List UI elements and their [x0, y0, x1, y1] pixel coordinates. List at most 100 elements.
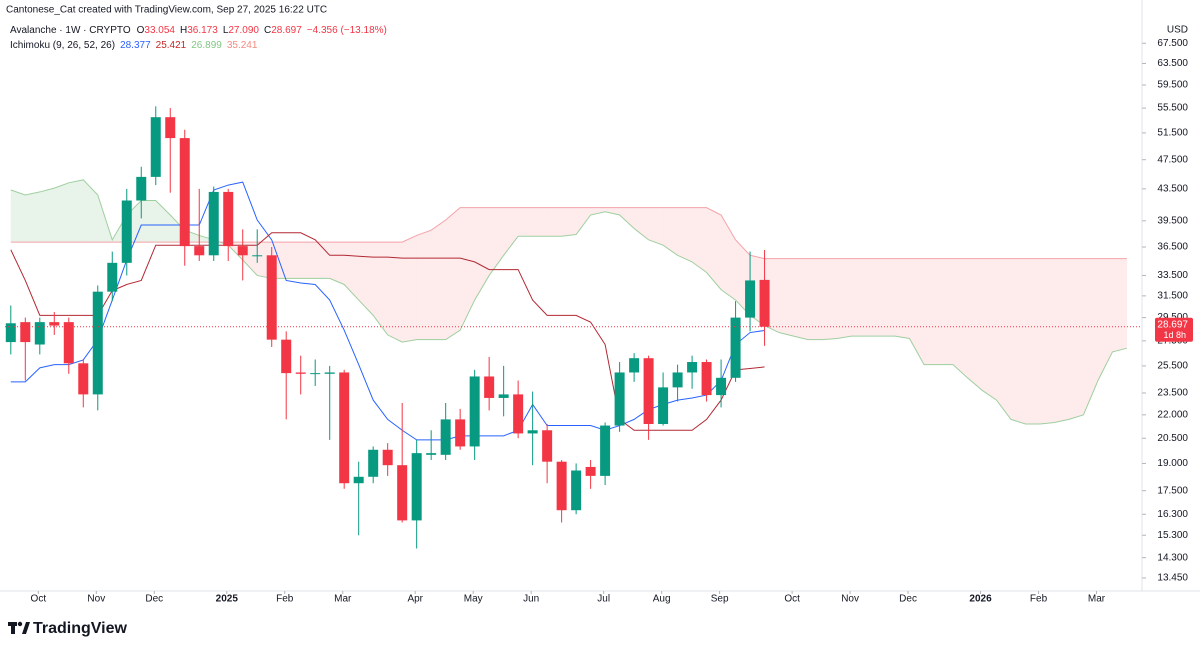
y-tick-label: 13.450 — [1157, 573, 1188, 584]
x-tick-label: Feb — [1030, 594, 1048, 605]
change: −4.356 (−13.18%) — [307, 25, 387, 36]
x-tick-label: Jun — [523, 594, 539, 605]
plot-area — [5, 106, 1128, 549]
last-price-label: 28.697 — [1157, 319, 1188, 330]
cloud-segment — [822, 258, 838, 340]
symbol-legend: Avalanche · 1W · CRYPTO O33.054 H36.173 L27… — [10, 25, 387, 36]
candle-body — [266, 255, 277, 340]
x-tick-label: 2026 — [969, 594, 992, 605]
cloud-segment — [1083, 258, 1098, 415]
last-price-box — [1155, 317, 1193, 342]
cloud-segment — [286, 242, 301, 279]
logo-part — [22, 622, 30, 634]
cloud-segment — [1097, 258, 1113, 381]
cloud-segment — [460, 207, 475, 331]
cloud-segment — [547, 207, 562, 237]
y-tick-label: 36.500 — [1157, 242, 1188, 253]
x-tick-label: Apr — [407, 594, 423, 605]
logo-part — [11, 622, 15, 634]
cloud-segment — [503, 207, 519, 256]
candle-body — [150, 117, 161, 177]
y-tick-label: 20.500 — [1157, 433, 1188, 444]
candle-body — [484, 376, 495, 398]
y-tick-label: 16.300 — [1157, 509, 1188, 520]
y-tick-label: 39.500 — [1157, 215, 1188, 226]
candle-body — [324, 372, 335, 374]
cloud-segment — [909, 258, 925, 365]
y-tick-label: 25.500 — [1157, 361, 1188, 372]
candle-body — [92, 291, 103, 395]
y-tick-label: 17.500 — [1157, 485, 1188, 496]
cloud-segment — [779, 258, 794, 337]
candle-body — [281, 339, 292, 374]
cloud-segment — [54, 182, 69, 243]
ohlc-value: 36.173 — [187, 25, 218, 36]
cloud-segment — [619, 207, 635, 229]
x-tick-label: May — [464, 594, 483, 605]
y-tick-label: 43.500 — [1157, 184, 1188, 195]
candle-body — [759, 279, 770, 327]
y-tick-label: 22.000 — [1157, 409, 1188, 420]
cloud-segment — [793, 258, 809, 340]
cloud-segment — [402, 235, 417, 343]
x-tick-label: Sep — [711, 594, 729, 605]
candle-body — [382, 449, 393, 466]
candle-body — [585, 466, 596, 476]
cloud-segment — [68, 179, 84, 243]
y-tick-label: 14.300 — [1157, 552, 1188, 563]
candle-body — [556, 461, 567, 511]
cloud-segment — [706, 207, 722, 290]
cloud-segment — [634, 207, 649, 240]
y-tick-label: 67.500 — [1157, 38, 1188, 49]
cloud-segment — [938, 258, 954, 365]
y-tick-label: 47.500 — [1157, 154, 1188, 165]
x-tick-label: Dec — [899, 594, 917, 605]
ohlc-key: O — [137, 25, 145, 36]
currency: USD — [1167, 25, 1188, 36]
y-tick-label: 19.000 — [1157, 458, 1188, 469]
cloud-segment — [981, 258, 997, 401]
span-a-line — [10, 179, 1128, 425]
x-tick-label: Mar — [1088, 594, 1106, 605]
candle-body — [165, 117, 176, 139]
cloud-segment — [605, 207, 620, 216]
candle-body — [527, 430, 538, 434]
cloud-segment — [895, 258, 910, 339]
indicator-name: Ichimoku (9, 26, 52, 26) — [10, 40, 115, 51]
indicator-line — [10, 181, 765, 441]
candle-body — [629, 358, 640, 373]
candle-body — [643, 358, 654, 425]
candle-body — [223, 191, 234, 247]
indicator-legend: Ichimoku (9, 26, 52, 26) 28.377 25.421 26.8… — [10, 40, 258, 51]
candle-body — [208, 191, 219, 256]
cloud-segment — [300, 242, 316, 279]
indicator-value: 35.241 — [227, 40, 258, 51]
cloud-segment — [10, 190, 26, 243]
candle-body — [571, 470, 582, 511]
cloud-segment — [25, 191, 40, 243]
cloud-segment — [866, 258, 881, 337]
x-tick-label: Jul — [597, 594, 610, 605]
candle-body — [368, 449, 379, 477]
candle-body — [542, 430, 553, 462]
cloud-segment — [474, 207, 490, 301]
cloud-segment — [953, 258, 968, 378]
candle-body — [440, 419, 451, 455]
candle-body — [295, 372, 306, 374]
cloud-segment — [561, 207, 577, 237]
cloud-segment — [851, 258, 867, 337]
x-tick-label: Mar — [334, 594, 352, 605]
candle-body — [310, 373, 321, 375]
cloud-segment — [532, 207, 548, 237]
candle-body — [49, 322, 60, 326]
x-tick-label: Feb — [276, 594, 294, 605]
candle-body — [469, 376, 480, 447]
candle-body — [78, 363, 89, 395]
y-tick-label: 59.500 — [1157, 80, 1188, 91]
y-tick-label: 31.500 — [1157, 290, 1188, 301]
cloud-segment — [924, 258, 939, 365]
candle-body — [20, 322, 31, 343]
candle-body — [252, 255, 263, 257]
x-tick-label: Aug — [653, 594, 671, 605]
